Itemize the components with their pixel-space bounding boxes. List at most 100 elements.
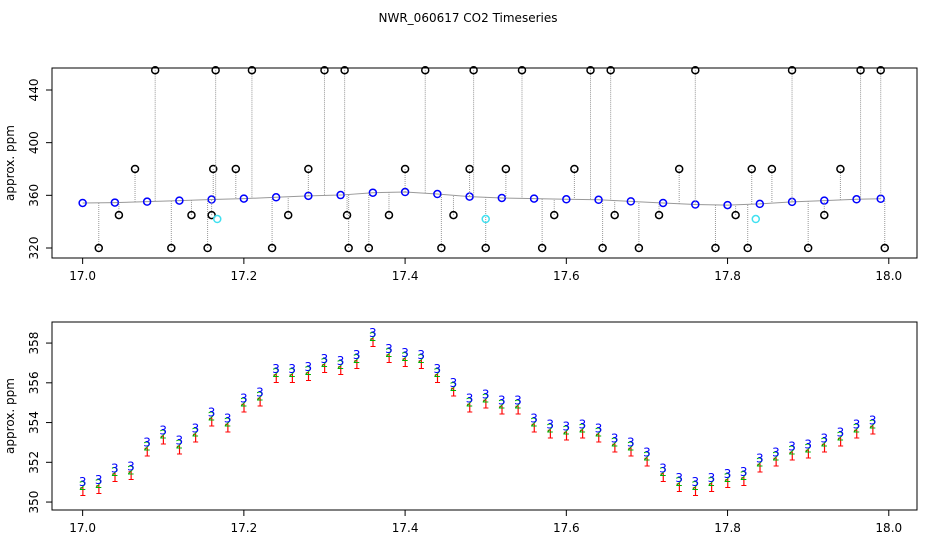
point-glyph: 1: [305, 370, 313, 384]
point-glyph: 3: [127, 459, 135, 473]
point: [208, 164, 218, 174]
point: [731, 210, 740, 220]
point-glyph: 1: [530, 422, 538, 436]
point-glyph: 2: [95, 477, 103, 491]
point: [344, 243, 353, 253]
point: [634, 243, 644, 253]
x-tick-label: 17.6: [553, 521, 580, 535]
point: [529, 194, 539, 203]
point-glyph: 2: [627, 439, 635, 453]
point-glyph: 2: [434, 366, 442, 380]
point-glyph: 1: [272, 372, 280, 386]
point: [433, 189, 442, 199]
point: [420, 65, 430, 75]
point-glyph: 2: [321, 356, 329, 370]
point-glyph: 1: [111, 471, 119, 485]
point: [586, 65, 595, 75]
point-glyph: 3: [176, 433, 184, 447]
point-glyph: 2: [611, 435, 619, 449]
point-glyph: 1: [595, 431, 603, 445]
point-glyph: 3: [337, 354, 345, 368]
point: [167, 243, 176, 253]
point: [449, 210, 458, 220]
point: [142, 197, 152, 206]
point-glyph: 2: [772, 449, 780, 463]
point-glyph: 1: [434, 372, 442, 386]
point-glyph: 2: [853, 422, 861, 436]
point-glyph: 2: [579, 422, 587, 436]
point: [803, 243, 813, 253]
point-glyph: 3: [192, 422, 200, 436]
point: [820, 210, 829, 220]
point-glyph: 2: [369, 330, 377, 344]
point-glyph: 1: [708, 481, 716, 495]
point: [320, 65, 329, 75]
plot-frame: [51, 67, 918, 259]
point-glyph: 1: [756, 461, 764, 475]
point-glyph: 1: [691, 485, 699, 499]
point-glyph: 3: [385, 342, 393, 356]
y-tick-label: 360: [27, 184, 41, 207]
point-glyph: 2: [143, 439, 151, 453]
point-glyph: 3: [95, 473, 103, 487]
point: [247, 65, 257, 75]
point-glyph: 2: [417, 352, 425, 366]
y-tick-label: 356: [27, 371, 41, 394]
point-glyph: 3: [240, 392, 248, 406]
point-glyph: 1: [321, 362, 329, 376]
point-glyph: 3: [579, 418, 587, 432]
point: [880, 243, 890, 253]
point: [570, 164, 579, 174]
point-glyph: 2: [595, 425, 603, 439]
point-glyph: 3: [740, 465, 748, 479]
point-glyph: 2: [724, 471, 732, 485]
point-glyph: 2: [192, 425, 200, 439]
point-glyph: 1: [724, 477, 732, 491]
point: [175, 196, 184, 205]
point: [743, 243, 752, 253]
point: [610, 210, 619, 220]
point: [239, 194, 249, 203]
point: [400, 164, 410, 174]
y-tick-label: 358: [27, 332, 41, 355]
point-glyph: 2: [756, 455, 764, 469]
point-glyph: 3: [321, 352, 329, 366]
point-glyph: 2: [675, 475, 683, 489]
point-glyph: 3: [159, 424, 167, 438]
point: [856, 65, 865, 75]
point-glyph: 2: [708, 475, 716, 489]
point-glyph: 3: [434, 362, 442, 376]
point: [537, 243, 547, 253]
x-tick-label: 17.0: [69, 269, 96, 283]
point-glyph: 2: [176, 437, 184, 451]
point-glyph: 2: [111, 465, 119, 479]
point-glyph: 3: [611, 431, 619, 445]
point-glyph: 1: [450, 386, 458, 400]
point-glyph: 2: [691, 479, 699, 493]
point-glyph: 3: [724, 467, 732, 481]
point: [283, 210, 293, 220]
point: [751, 214, 761, 224]
point: [94, 243, 104, 253]
y-tick-label: 352: [27, 451, 41, 474]
point-glyph: 2: [530, 416, 538, 430]
point: [755, 199, 765, 209]
point-glyph: 1: [659, 471, 667, 485]
point-glyph: 1: [514, 404, 522, 418]
point: [787, 65, 797, 75]
point-glyph: 1: [240, 402, 248, 416]
point-glyph: 3: [820, 431, 828, 445]
point-glyph: 1: [466, 402, 474, 416]
point-glyph: 3: [627, 435, 635, 449]
point-glyph: 1: [643, 455, 651, 469]
point-glyph: 2: [224, 416, 232, 430]
point-glyph: 1: [546, 427, 554, 441]
point: [723, 200, 732, 210]
point-glyph: 2: [288, 366, 296, 380]
point: [517, 65, 527, 75]
point-glyph: 1: [482, 398, 490, 412]
point-glyph: 2: [401, 350, 409, 364]
point-glyph: 1: [820, 441, 828, 455]
point: [187, 210, 196, 220]
